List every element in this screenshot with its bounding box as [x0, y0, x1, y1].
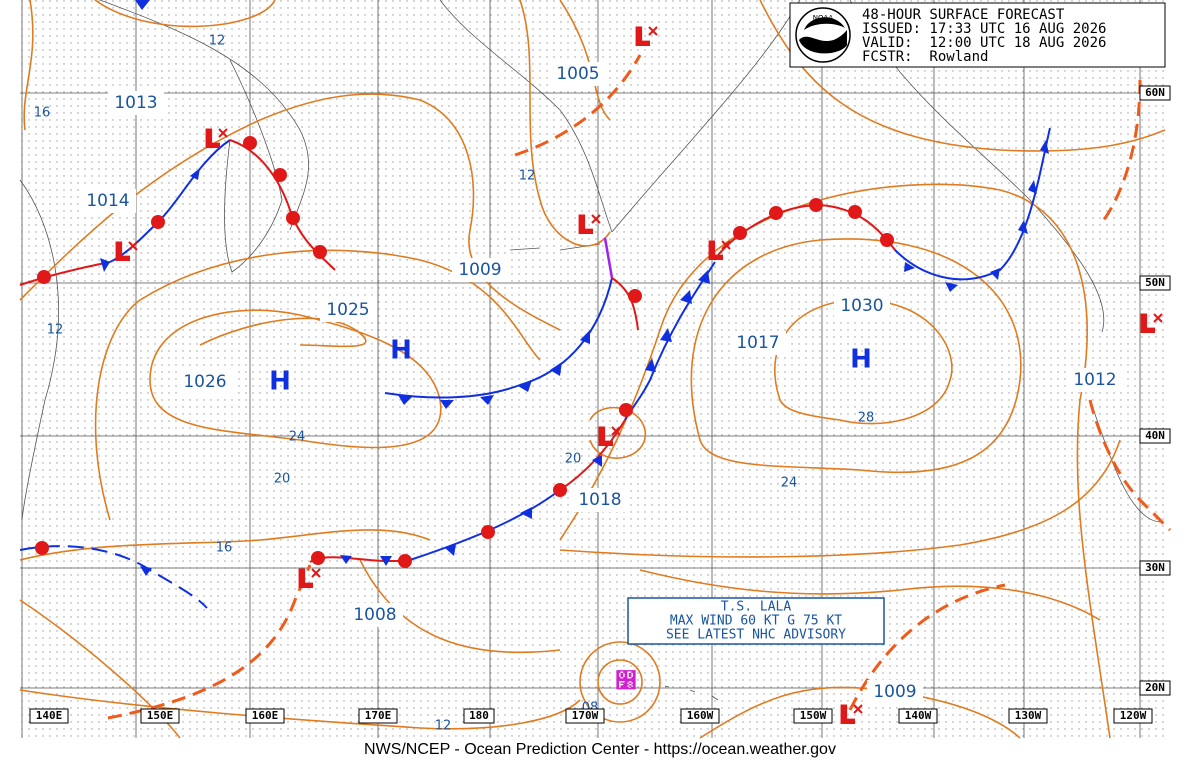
latitude-label: 20N [1145, 681, 1165, 694]
isobar-label: 28 [858, 411, 875, 426]
latitude-label: 60N [1145, 86, 1165, 99]
latitude-labels: 60N 50N 40N 30N 20N [1139, 85, 1171, 696]
isobar-label: 24 [289, 430, 306, 445]
low-center: L [707, 237, 722, 265]
longitude-label: 140E [36, 709, 63, 722]
pressure-label: 1008 [353, 605, 396, 625]
low-center: L [839, 701, 854, 729]
longitude-label: 160W [687, 709, 714, 722]
low-center: L [1139, 310, 1154, 338]
advisory-box: T.S. LALA MAX WIND 60 KT G 75 KT SEE LAT… [627, 597, 885, 645]
advisory-line: MAX WIND 60 KT G 75 KT [670, 614, 842, 629]
isobar-label: 12 [209, 34, 226, 49]
longitude-label: 160E [252, 709, 279, 722]
latitude-label: 50N [1145, 276, 1165, 289]
tropical-storm-symbol: ෸ [615, 669, 637, 694]
header-line: VALID: 12:00 UTC 18 AUG 2026 [862, 35, 1106, 51]
pressure-label: 1017 [736, 333, 779, 353]
longitude-label: 140W [905, 709, 932, 722]
pressure-label: 1009 [873, 682, 916, 702]
low-center: L [204, 125, 219, 153]
high-center: H [390, 336, 412, 366]
pressure-label: 1005 [556, 64, 599, 84]
longitude-labels: 140E 150E 160E 170E 180 170W 160W 150W 1… [29, 708, 1153, 724]
low-center: L [597, 423, 612, 451]
longitude-label: 180 [469, 709, 489, 722]
longitude-label: 150W [800, 709, 827, 722]
header-line: FCSTR: Rowland [862, 49, 988, 65]
longitude-label: 130W [1015, 709, 1042, 722]
high-center: H [850, 345, 872, 375]
lows: L L L L L L L L L [113, 22, 1163, 730]
isobar-label: 16 [34, 106, 51, 121]
longitude-label: 120W [1120, 709, 1147, 722]
pressure-label: 1026 [183, 372, 226, 392]
isobar-label: 12 [435, 719, 452, 734]
pressure-label: 1012 [1073, 370, 1116, 390]
high-center: H [269, 367, 291, 397]
header-box: NOAA 48-HOUR SURFACE FORECAST ISSUED: 17… [789, 2, 1166, 68]
low-center: L [634, 23, 649, 51]
longitude-label: 170E [365, 709, 392, 722]
header-line: 48-HOUR SURFACE FORECAST [862, 7, 1065, 23]
isobar-label: 12 [519, 169, 536, 184]
pressure-label: 1014 [86, 191, 129, 211]
low-center: L [114, 238, 129, 266]
highs: H H H [269, 336, 872, 397]
troughs [107, 54, 1172, 720]
dot-grid [20, 0, 1168, 738]
pressure-label: 1018 [578, 490, 621, 510]
logo-text: NOAA [813, 14, 834, 22]
low-center: L [297, 565, 312, 593]
low-center: L [577, 211, 592, 239]
latitude-label: 30N [1145, 561, 1165, 574]
isobar-label: 24 [781, 476, 798, 491]
fronts [19, 0, 1051, 609]
pressure-label: 1025 [326, 300, 369, 320]
advisory-line: SEE LATEST NHC ADVISORY [666, 628, 846, 643]
isobar-label: 20 [565, 452, 582, 467]
isobar-label: 16 [216, 541, 233, 556]
longitude-label: 150E [147, 709, 174, 722]
isobar-label: 12 [47, 323, 64, 338]
graticule [20, 0, 1168, 738]
pressure-labels: 1013 1014 1025 1026 1009 1005 1017 1030 … [80, 62, 1123, 704]
isobars [19, 0, 1166, 739]
footer: NWS/NCEP - Ocean Prediction Center - htt… [364, 741, 836, 758]
isobar-labels: 12 16 12 12 24 20 16 20 24 28 12 08 [34, 34, 875, 734]
latitude-label: 40N [1145, 429, 1165, 442]
pressure-label: 1009 [458, 260, 501, 280]
header-line: ISSUED: 17:33 UTC 16 AUG 2026 [862, 21, 1106, 37]
pressure-label: 1030 [840, 296, 883, 316]
longitude-label: 170W [572, 709, 599, 722]
advisory-line: T.S. LALA [721, 600, 792, 615]
pressure-label: 1013 [114, 93, 157, 113]
isobar-label: 20 [274, 472, 291, 487]
